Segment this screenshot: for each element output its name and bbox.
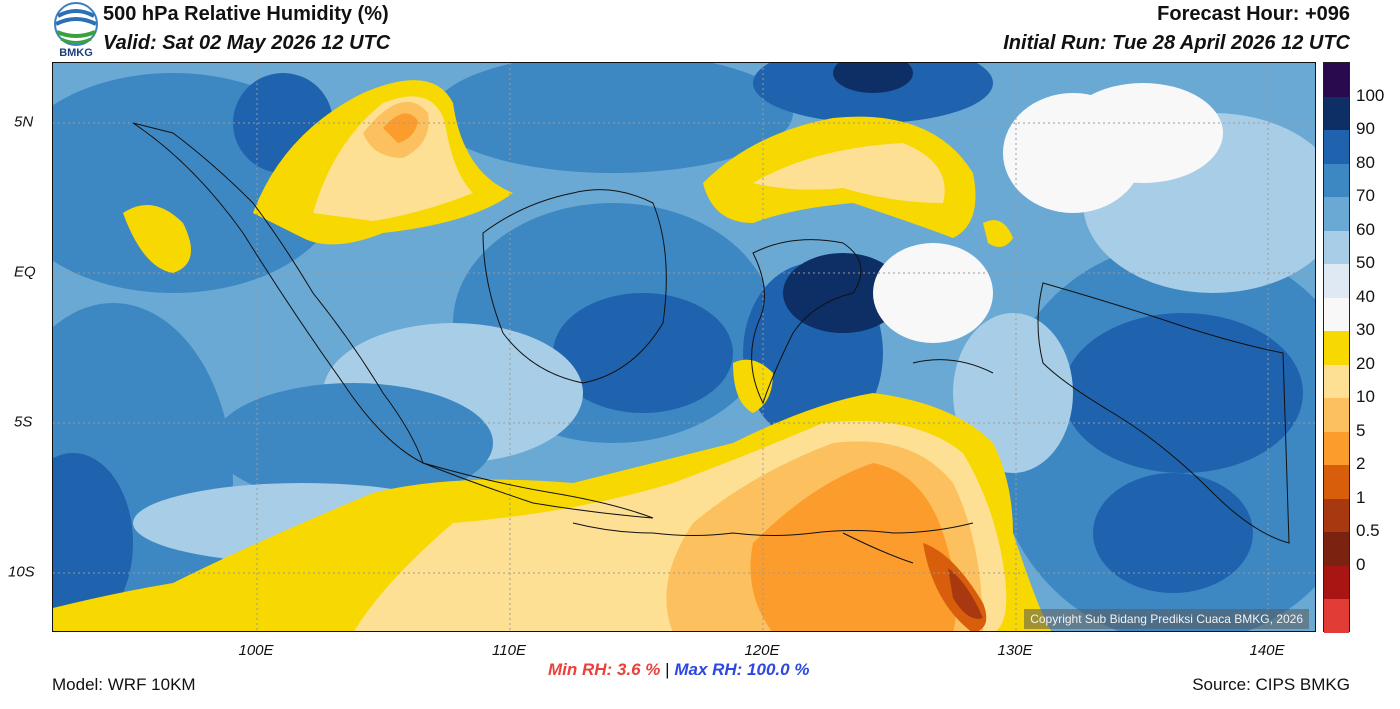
colorbar-label: 0: [1356, 554, 1366, 574]
colorbar-label: 30: [1356, 320, 1375, 340]
x-tick-120e: 120E: [744, 642, 780, 659]
model-label: Model: WRF 10KM: [52, 675, 196, 694]
colorbar-segment: [1324, 364, 1349, 399]
colorbar-label: 80: [1356, 152, 1375, 172]
colorbar-label: 10: [1356, 387, 1375, 407]
svg-text:BMKG: BMKG: [59, 47, 93, 58]
x-tick-110e: 110E: [492, 642, 526, 659]
colorbar-label: 20: [1356, 353, 1375, 373]
colorbar-label: 2: [1356, 454, 1366, 474]
forecast-hour: Forecast Hour: +096: [1157, 3, 1350, 25]
y-tick-eq: EQ: [14, 263, 36, 281]
colorbar-label: 70: [1356, 186, 1375, 206]
colorbar-segment: [1324, 498, 1349, 533]
dry-region-south: [53, 359, 1052, 631]
colorbar-label: 60: [1356, 219, 1375, 239]
y-tick-5n: 5N: [14, 113, 34, 131]
bmkg-logo: BMKG: [52, 2, 100, 59]
colorbar-label: 50: [1356, 253, 1375, 273]
stats-separator: |: [665, 660, 670, 679]
initial-run: Initial Run: Tue 28 April 2026 12 UTC: [1003, 32, 1350, 54]
colorbar-segment: [1324, 197, 1349, 232]
min-rh-label: Min RH:: [548, 660, 613, 679]
y-tick-5s: 5S: [14, 413, 33, 431]
dry-tongue-north: [123, 80, 1013, 273]
colorbar-label: 0.5: [1356, 521, 1380, 541]
colorbar-segment: [1324, 331, 1349, 366]
valid-time: Valid: Sat 02 May 2026 12 UTC: [103, 32, 391, 54]
colorbar-segment: [1324, 297, 1349, 332]
colorbar-segment: [1324, 431, 1349, 466]
min-rh-value: 3.6 %: [616, 660, 661, 679]
x-tick-100e: 100E: [238, 642, 274, 659]
copyright-notice: Copyright Sub Bidang Prediksi Cuaca BMKG…: [1024, 609, 1309, 629]
colorbar-segment: [1324, 398, 1349, 433]
colorbar-segment: [1324, 465, 1349, 500]
y-tick-10s: 10S: [8, 563, 35, 581]
colorbar-segment: [1324, 599, 1349, 634]
colorbar-segment: [1324, 565, 1349, 600]
lat-lon-grid: [53, 63, 1315, 631]
coastlines: [132, 122, 1290, 564]
map-title: 500 hPa Relative Humidity (%): [103, 3, 389, 25]
humidity-stats: Min RH: 3.6 % | Max RH: 100.0 %: [548, 660, 809, 680]
colorbar-segment: [1324, 532, 1349, 567]
x-tick-130e: 130E: [997, 642, 1033, 659]
colorbar-label: 90: [1356, 119, 1375, 139]
colorbar-label: 40: [1356, 286, 1375, 306]
humidity-map: Copyright Sub Bidang Prediksi Cuaca BMKG…: [52, 62, 1316, 632]
x-tick-140e: 140E: [1249, 642, 1285, 659]
colorbar-label: 5: [1356, 420, 1366, 440]
colorbar: [1323, 62, 1350, 634]
colorbar-segment: [1324, 230, 1349, 265]
colorbar-segment: [1324, 163, 1349, 198]
max-rh-label: Max RH: 100.0 %: [674, 660, 810, 679]
colorbar-segment: [1324, 96, 1349, 131]
humidity-field-blobs: [53, 63, 1315, 631]
colorbar-segment: [1324, 63, 1349, 97]
colorbar-label: 1: [1356, 487, 1366, 507]
colorbar-label: 100: [1356, 85, 1385, 105]
colorbar-segment: [1324, 130, 1349, 165]
colorbar-segment: [1324, 264, 1349, 299]
source-label: Source: CIPS BMKG: [1192, 675, 1350, 694]
